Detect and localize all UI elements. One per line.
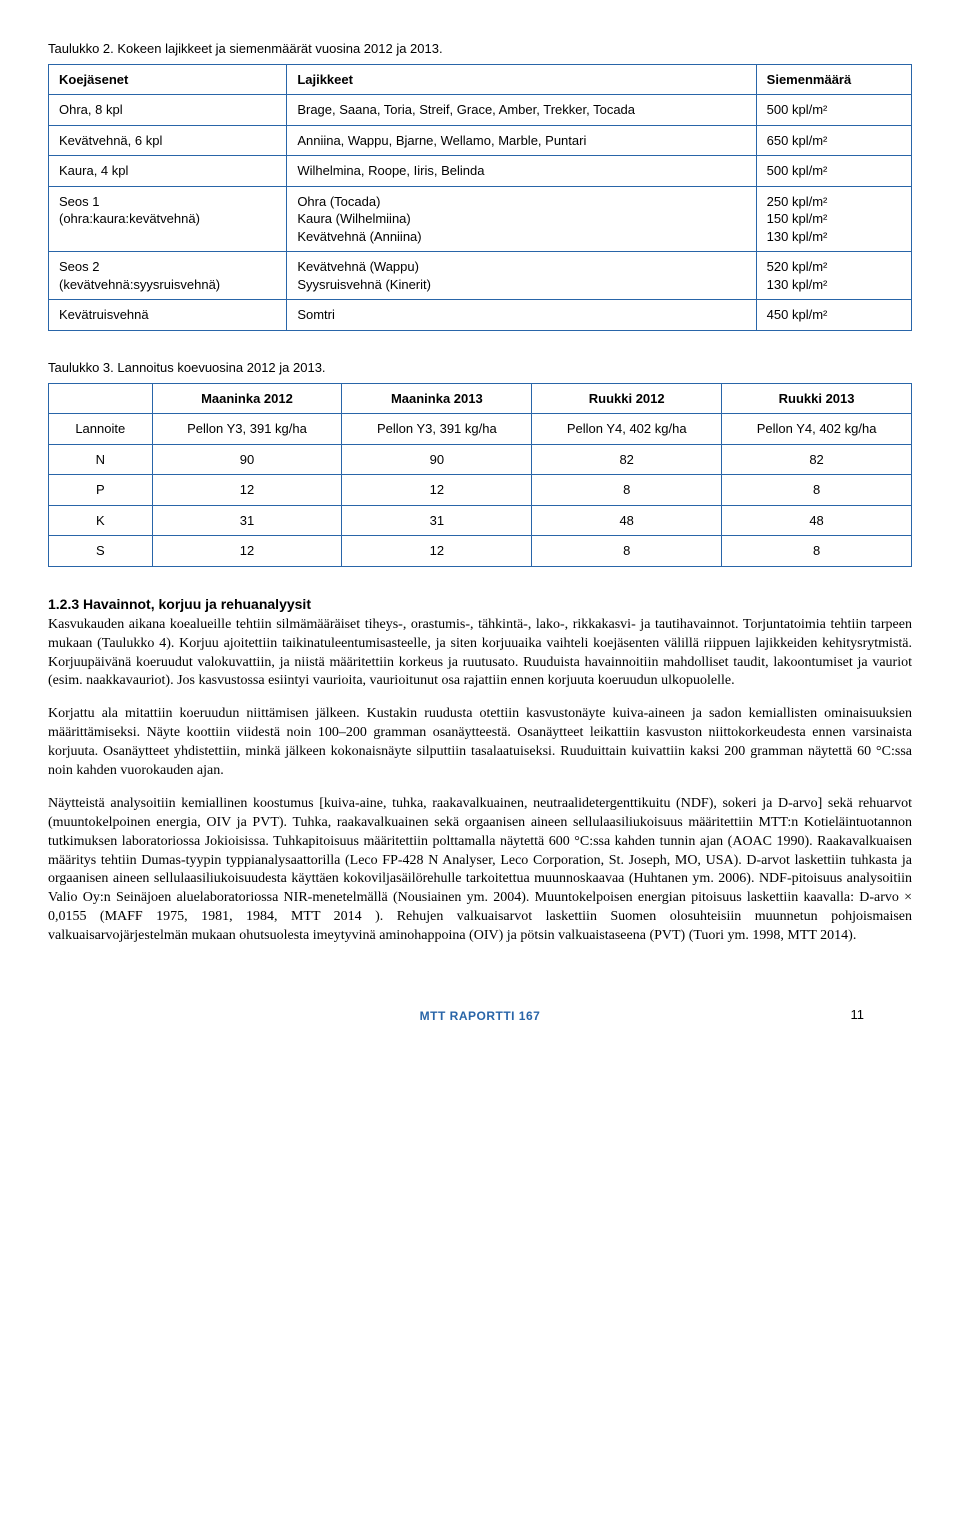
t1-r2-c1: Wilhelmina, Roope, Iiris, Belinda: [287, 156, 756, 187]
t1-r5-c2: 450 kpl/m²: [756, 300, 911, 331]
t1-r4-c1: Kevätvehnä (Wappu) Syysruisvehnä (Kineri…: [287, 252, 756, 300]
t1-r3-c2: 250 kpl/m² 150 kpl/m² 130 kpl/m²: [756, 186, 911, 252]
t2-h0: [49, 383, 153, 414]
t2-h4: Ruukki 2013: [722, 383, 912, 414]
t1-r4-c1-l1: Kevätvehnä (Wappu): [297, 258, 745, 276]
t1-r1-c0: Kevätvehnä, 6 kpl: [49, 125, 287, 156]
t2-r1-c0: N: [49, 444, 153, 475]
section-heading: 1.2.3 Havainnot, korjuu ja rehuanalyysit: [48, 595, 912, 614]
table2-caption: Taulukko 3. Lannoitus koevuosina 2012 ja…: [48, 359, 912, 377]
t2-r1-c4: 82: [722, 444, 912, 475]
paragraph-1: Kasvukauden aikana koealueille tehtiin s…: [48, 616, 912, 692]
t1-r3-c1-l1: Ohra (Tocada): [297, 193, 745, 211]
t1-r1-c2: 650 kpl/m²: [756, 125, 911, 156]
t1-r2-c0: Kaura, 4 kpl: [49, 156, 287, 187]
t2-r1-c3: 82: [532, 444, 722, 475]
table1-caption: Taulukko 2. Kokeen lajikkeet ja siemenmä…: [48, 40, 912, 58]
table-row: Ohra, 8 kpl Brage, Saana, Toria, Streif,…: [49, 95, 912, 126]
t2-r0-c2: Pellon Y3, 391 kg/ha: [342, 414, 532, 445]
table-row: Seos 1 (ohra:kaura:kevätvehnä) Ohra (Toc…: [49, 186, 912, 252]
table-row: Seos 2 (kevätvehnä:syysruisvehnä) Kevätv…: [49, 252, 912, 300]
t1-h0: Koejäsenet: [49, 64, 287, 95]
t2-r0-c3: Pellon Y4, 402 kg/ha: [532, 414, 722, 445]
t2-r0-c0: Lannoite: [49, 414, 153, 445]
t1-r3-c2-l2: 150 kpl/m²: [767, 210, 901, 228]
t1-r3-c0: Seos 1 (ohra:kaura:kevätvehnä): [49, 186, 287, 252]
t1-r2-c2: 500 kpl/m²: [756, 156, 911, 187]
t1-r5-c1: Somtri: [287, 300, 756, 331]
t2-r2-c1: 12: [152, 475, 342, 506]
t2-r1-c2: 90: [342, 444, 532, 475]
footer-brand: MTT RAPORTTI 167: [420, 1008, 541, 1024]
table1: Koejäsenet Lajikkeet Siemenmäärä Ohra, 8…: [48, 64, 912, 331]
t2-r4-c3: 8: [532, 536, 722, 567]
t1-r3-c1-l2: Kaura (Wilhelmiina): [297, 210, 745, 228]
t1-r4-c1-l2: Syysruisvehnä (Kinerit): [297, 276, 745, 294]
t2-h1: Maaninka 2012: [152, 383, 342, 414]
t1-r5-c0: Kevätruisvehnä: [49, 300, 287, 331]
t1-r3-c2-l3: 130 kpl/m²: [767, 228, 901, 246]
table-row: N 90 90 82 82: [49, 444, 912, 475]
t1-r4-c2-l2: 130 kpl/m²: [767, 276, 901, 294]
table-row: S 12 12 8 8: [49, 536, 912, 567]
t2-r0-c4: Pellon Y4, 402 kg/ha: [722, 414, 912, 445]
t2-r3-c2: 31: [342, 505, 532, 536]
t1-r4-c0: Seos 2 (kevätvehnä:syysruisvehnä): [49, 252, 287, 300]
table2: Maaninka 2012 Maaninka 2013 Ruukki 2012 …: [48, 383, 912, 567]
t1-r3-c2-l1: 250 kpl/m²: [767, 193, 901, 211]
t1-h2: Siemenmäärä: [756, 64, 911, 95]
t1-r1-c1: Anniina, Wappu, Bjarne, Wellamo, Marble,…: [287, 125, 756, 156]
footer-page-number: 11: [851, 1006, 865, 1024]
t2-r2-c0: P: [49, 475, 153, 506]
t2-h3: Ruukki 2012: [532, 383, 722, 414]
t2-r4-c2: 12: [342, 536, 532, 567]
t2-r4-c0: S: [49, 536, 153, 567]
paragraph-2: Korjattu ala mitattiin koeruudun niittäm…: [48, 705, 912, 781]
t2-r2-c4: 8: [722, 475, 912, 506]
t1-r0-c2: 500 kpl/m²: [756, 95, 911, 126]
table-row: Kaura, 4 kpl Wilhelmina, Roope, Iiris, B…: [49, 156, 912, 187]
t1-r3-c0-l2: (ohra:kaura:kevätvehnä): [59, 210, 276, 228]
t2-r3-c1: 31: [152, 505, 342, 536]
t2-r2-c2: 12: [342, 475, 532, 506]
page-footer: MTT RAPORTTI 167 11: [48, 1006, 912, 1025]
table-row: Kevätruisvehnä Somtri 450 kpl/m²: [49, 300, 912, 331]
t2-r1-c1: 90: [152, 444, 342, 475]
t2-h2: Maaninka 2013: [342, 383, 532, 414]
paragraph-3: Näytteistä analysoitiin kemiallinen koos…: [48, 795, 912, 946]
t2-r4-c1: 12: [152, 536, 342, 567]
t1-r4-c0-l1: Seos 2: [59, 258, 276, 276]
t1-h1: Lajikkeet: [287, 64, 756, 95]
t1-r0-c0: Ohra, 8 kpl: [49, 95, 287, 126]
t1-r3-c0-l1: Seos 1: [59, 193, 276, 211]
t1-r0-c1: Brage, Saana, Toria, Streif, Grace, Ambe…: [287, 95, 756, 126]
t2-r2-c3: 8: [532, 475, 722, 506]
table-row: K 31 31 48 48: [49, 505, 912, 536]
t1-r4-c2-l1: 520 kpl/m²: [767, 258, 901, 276]
t1-r4-c2: 520 kpl/m² 130 kpl/m²: [756, 252, 911, 300]
table-row: Lannoite Pellon Y3, 391 kg/ha Pellon Y3,…: [49, 414, 912, 445]
t1-r3-c1-l3: Kevätvehnä (Anniina): [297, 228, 745, 246]
table-row: Kevätvehnä, 6 kpl Anniina, Wappu, Bjarne…: [49, 125, 912, 156]
t2-r3-c0: K: [49, 505, 153, 536]
t2-r4-c4: 8: [722, 536, 912, 567]
t2-r0-c1: Pellon Y3, 391 kg/ha: [152, 414, 342, 445]
t2-r3-c4: 48: [722, 505, 912, 536]
t2-r3-c3: 48: [532, 505, 722, 536]
t1-r3-c1: Ohra (Tocada) Kaura (Wilhelmiina) Kevätv…: [287, 186, 756, 252]
t1-r4-c0-l2: (kevätvehnä:syysruisvehnä): [59, 276, 276, 294]
table-row: P 12 12 8 8: [49, 475, 912, 506]
